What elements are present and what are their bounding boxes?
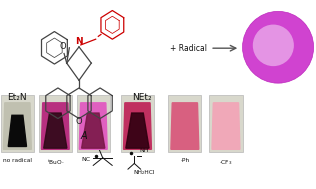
Bar: [121, 95, 154, 152]
Polygon shape: [44, 113, 67, 148]
Polygon shape: [3, 103, 31, 149]
Bar: [209, 95, 242, 152]
Polygon shape: [212, 103, 240, 149]
Polygon shape: [82, 113, 105, 148]
Text: N: N: [75, 37, 83, 46]
Polygon shape: [124, 103, 151, 149]
Bar: [39, 95, 72, 152]
Text: ·CF$_3$: ·CF$_3$: [219, 158, 233, 167]
Polygon shape: [8, 115, 27, 146]
Text: O: O: [60, 42, 66, 51]
Bar: [1, 95, 34, 152]
Polygon shape: [171, 103, 199, 149]
Text: Et₂N: Et₂N: [8, 93, 27, 102]
Polygon shape: [41, 103, 69, 149]
Text: ·Ph: ·Ph: [180, 158, 189, 163]
Text: NEt₂: NEt₂: [132, 93, 151, 102]
Text: NH: NH: [139, 148, 149, 153]
Polygon shape: [126, 113, 149, 148]
Text: O: O: [76, 117, 82, 126]
Ellipse shape: [242, 11, 313, 83]
Text: no radical: no radical: [3, 158, 32, 163]
Bar: [168, 95, 202, 152]
Bar: [76, 95, 110, 152]
Text: $^{t}$BuO·: $^{t}$BuO·: [46, 158, 64, 167]
Text: + Radical: + Radical: [169, 44, 207, 53]
Ellipse shape: [253, 25, 294, 66]
Text: NC: NC: [81, 157, 90, 162]
Polygon shape: [79, 103, 107, 149]
Text: NH₂HCl: NH₂HCl: [133, 170, 155, 175]
Text: A: A: [81, 131, 88, 141]
